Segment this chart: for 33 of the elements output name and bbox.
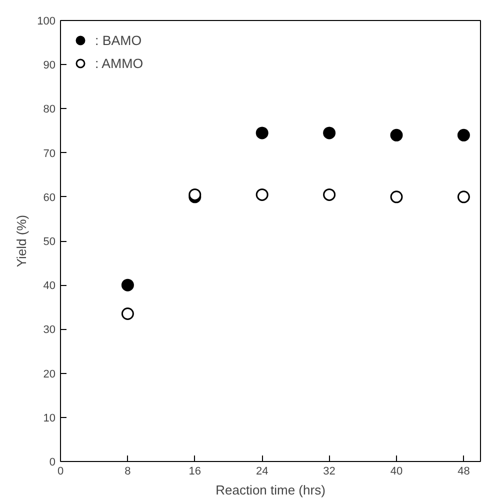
point	[256, 188, 268, 201]
y-tick-label: 90	[43, 60, 56, 72]
point	[256, 126, 268, 140]
point	[121, 278, 134, 292]
legend-label: : AMMO	[95, 56, 144, 70]
point	[457, 190, 470, 204]
y-tick-label: 20	[43, 368, 56, 380]
x-tick-label: 24	[256, 466, 268, 478]
point	[457, 128, 470, 142]
x-tick-label: 16	[188, 466, 202, 478]
point	[121, 308, 134, 320]
legend-label: : BAMO	[95, 32, 142, 48]
point	[390, 190, 403, 204]
x-tick-label: 48	[458, 466, 470, 478]
y-tick-label: 50	[43, 236, 56, 248]
y-tick-label: 100	[37, 16, 56, 28]
y-tick-label: 70	[43, 148, 56, 160]
y-tick-label: 40	[43, 280, 56, 292]
y-tick-label: 0	[49, 456, 56, 468]
y-tick-label: 30	[43, 324, 56, 336]
y-tick-label: 10	[43, 412, 56, 424]
point	[323, 126, 336, 140]
y-tick-label: 80	[43, 104, 56, 116]
x-axis-title: Reaction time (hrs)	[216, 482, 326, 498]
point	[390, 128, 403, 142]
y-axis-title: Yield (%)	[14, 214, 30, 268]
x-tick-label: 0	[57, 466, 64, 478]
x-tick-label: 40	[390, 466, 403, 478]
x-tick-label: 32	[323, 466, 336, 478]
x-tick-label: 8	[124, 466, 131, 478]
point	[188, 188, 202, 201]
y-tick-label: 60	[43, 192, 56, 204]
point	[323, 188, 336, 201]
